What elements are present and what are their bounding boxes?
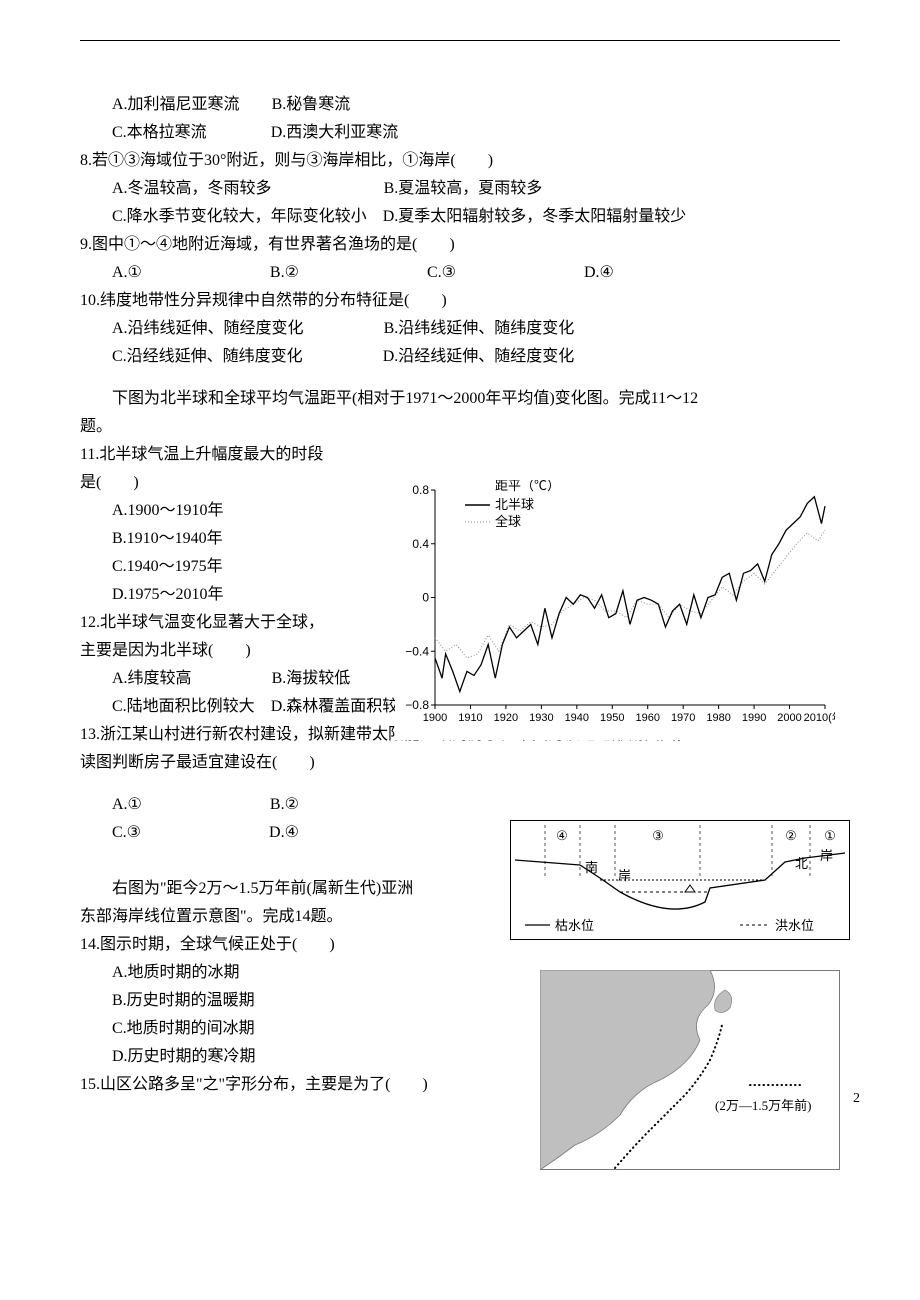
q12-optC: C.陆地面积比例较大: [112, 698, 255, 715]
q8-stem: 8.若①③海域位于30°附近，则与③海岸相比，①海岸( ): [80, 147, 840, 175]
svg-text:北半球: 北半球: [495, 497, 534, 512]
svg-text:南: 南: [585, 860, 598, 875]
svg-text:1950: 1950: [600, 712, 624, 724]
temperature-anomaly-chart: 距平（℃） −0.8 −0.4 0 0.4 0.8 1900 1910 1920 1930 1940…: [395, 480, 835, 740]
header-rule: [80, 40, 840, 41]
terrain-svg: ④③②①南岸北岸枯水位洪水位: [510, 820, 850, 940]
q8-optD: D.夏季太阳辐射较多，冬季太阳辐射量较少: [383, 208, 687, 225]
svg-text:−0.8: −0.8: [405, 698, 429, 712]
q10-opt-row2: C.沿经线延伸、随纬度变化 D.沿经线延伸、随经度变化: [80, 343, 840, 371]
q7-optC: C.本格拉寒流: [112, 124, 207, 141]
terrain-profile-diagram: ④③②①南岸北岸枯水位洪水位: [510, 820, 850, 940]
svg-text:全球: 全球: [495, 514, 521, 529]
svg-text:1970: 1970: [671, 712, 695, 724]
q9-stem: 9.图中①～④地附近海域，有世界著名渔场的是( ): [80, 231, 840, 259]
coast-svg: (2万—1.5万年前): [540, 970, 840, 1170]
q13-opt-row1: A.① B.②: [80, 791, 840, 819]
svg-text:0.4: 0.4: [412, 537, 429, 551]
q8-optC: C.降水季节变化较大，年际变化较小: [112, 208, 367, 225]
svg-text:岸: 岸: [618, 868, 631, 883]
chart1-svg: 距平（℃） −0.8 −0.4 0 0.4 0.8 1900 1910 1920 1930 1940…: [395, 480, 835, 740]
q10-optD: D.沿经线延伸、随经度变化: [383, 348, 575, 365]
page-number: 2: [853, 1091, 860, 1107]
svg-text:1980: 1980: [706, 712, 730, 724]
svg-text:0: 0: [422, 591, 429, 605]
q11-stem1: 11.北半球气温上升幅度最大的时段: [80, 441, 840, 469]
svg-text:距平（℃）: 距平（℃）: [495, 480, 560, 493]
svg-text:枯水位: 枯水位: [555, 918, 594, 933]
q7-opt-row1: A.加利福尼亚寒流 B.秘鲁寒流: [80, 91, 840, 119]
q9-optB: B.②: [270, 264, 299, 281]
svg-text:④: ④: [556, 828, 568, 843]
svg-text:0.8: 0.8: [412, 483, 429, 497]
chart1-intro: 下图为北半球和全球平均气温距平(相对于1971～2000年平均值)变化图。完成1…: [80, 385, 840, 441]
svg-text:③: ③: [652, 828, 664, 843]
svg-text:1920: 1920: [494, 712, 518, 724]
svg-text:1910: 1910: [458, 712, 482, 724]
svg-text:2000: 2000: [777, 712, 801, 724]
q10-stem: 10.纬度地带性分异规律中自然带的分布特征是( ): [80, 287, 840, 315]
coastline-map: (2万—1.5万年前): [540, 970, 840, 1170]
q7-opt-row2: C.本格拉寒流 D.西澳大利亚寒流: [80, 119, 840, 147]
q13-optC: C.③: [112, 824, 141, 841]
svg-text:1940: 1940: [565, 712, 589, 724]
q13-optA: A.①: [112, 796, 142, 813]
svg-text:①: ①: [824, 828, 836, 843]
exam-page: A.加利福尼亚寒流 B.秘鲁寒流 C.本格拉寒流 D.西澳大利亚寒流 8.若①③…: [0, 0, 920, 1119]
q9-opts: A.① B.② C.③ D.④: [80, 259, 840, 287]
q8-optA: A.冬温较高，冬雨较多: [112, 180, 272, 197]
q13-optD: D.④: [269, 824, 299, 841]
q12-optD: D.森林覆盖面积较大: [271, 698, 415, 715]
svg-text:岸: 岸: [820, 848, 833, 863]
q8-optB: B.夏温较高，夏雨较多: [384, 180, 543, 197]
q9-optA: A.①: [112, 264, 142, 281]
svg-text:1960: 1960: [635, 712, 659, 724]
svg-text:2010(年): 2010(年): [804, 710, 835, 724]
q7-optA: A.加利福尼亚寒流: [112, 96, 240, 113]
q13-stem2: 读图判断房子最适宜建设在( ): [80, 749, 840, 777]
q7-optD: D.西澳大利亚寒流: [271, 124, 399, 141]
svg-text:②: ②: [785, 828, 797, 843]
svg-text:1900: 1900: [423, 712, 447, 724]
q7-optB: B.秘鲁寒流: [272, 96, 351, 113]
q10-opt-row1: A.沿纬线延伸、随经度变化 B.沿纬线延伸、随纬度变化: [80, 315, 840, 343]
q10-optA: A.沿纬线延伸、随经度变化: [112, 320, 304, 337]
q10-optB: B.沿纬线延伸、随纬度变化: [384, 320, 575, 337]
svg-text:(2万—1.5万年前): (2万—1.5万年前): [715, 1098, 811, 1113]
svg-text:1990: 1990: [742, 712, 766, 724]
svg-text:1930: 1930: [529, 712, 553, 724]
q9-optD: D.④: [584, 264, 614, 281]
svg-text:北: 北: [795, 856, 808, 871]
q12-optB: B.海拔较低: [272, 670, 351, 687]
q13-optB: B.②: [270, 796, 299, 813]
svg-text:洪水位: 洪水位: [775, 918, 814, 933]
q8-opt-row1: A.冬温较高，冬雨较多 B.夏温较高，夏雨较多: [80, 175, 840, 203]
q10-optC: C.沿经线延伸、随纬度变化: [112, 348, 303, 365]
svg-text:−0.4: −0.4: [405, 644, 429, 658]
q12-optA: A.纬度较高: [112, 670, 192, 687]
q9-optC: C.③: [427, 264, 456, 281]
q8-opt-row2: C.降水季节变化较大，年际变化较小 D.夏季太阳辐射较多，冬季太阳辐射量较少: [80, 203, 840, 231]
